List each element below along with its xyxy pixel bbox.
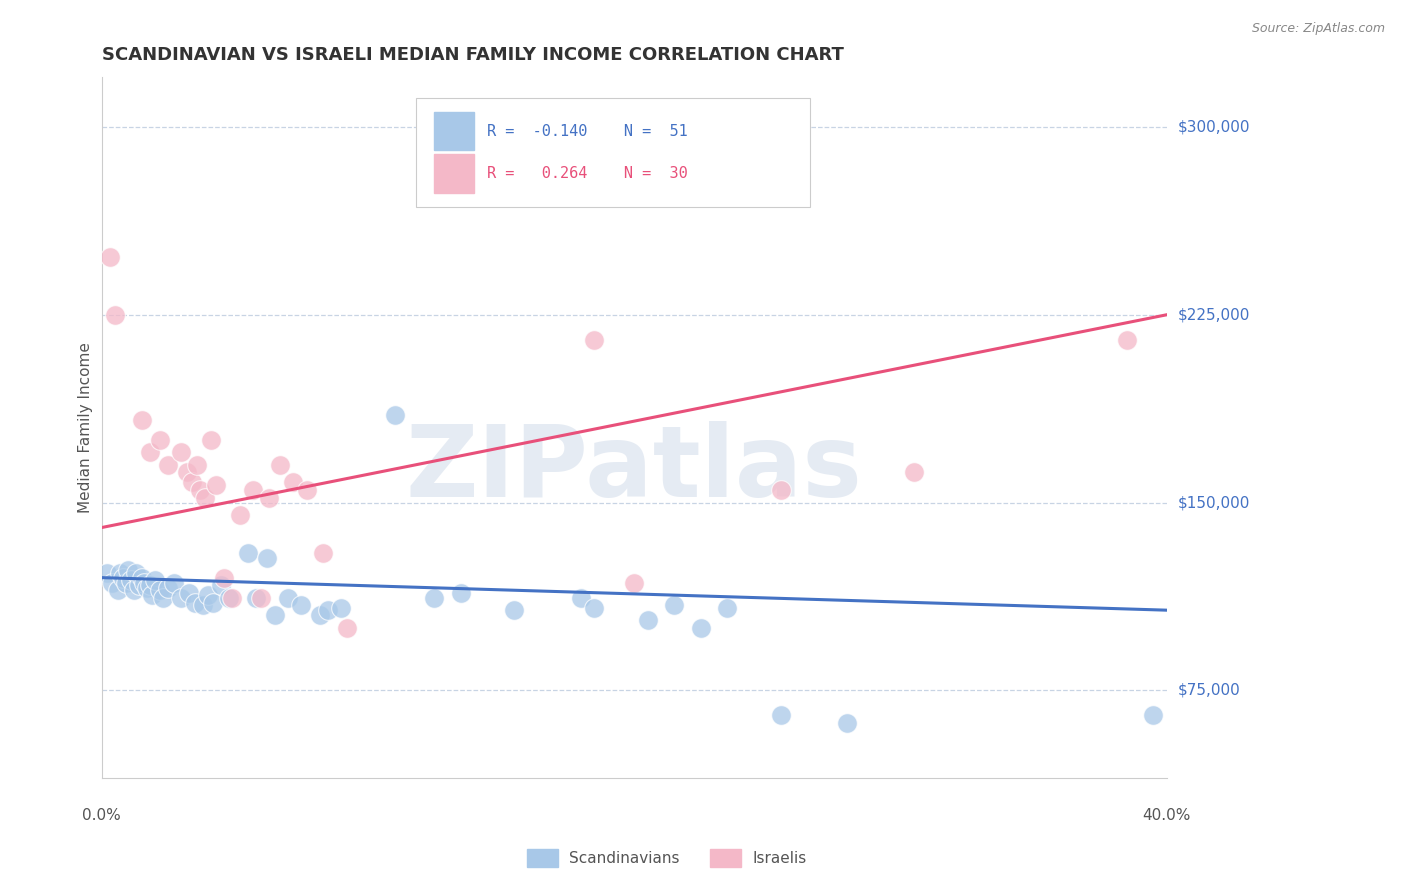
Point <box>157 458 180 472</box>
Point <box>157 581 180 595</box>
Point <box>259 491 281 505</box>
Point <box>311 545 333 559</box>
Point <box>120 573 142 587</box>
Point <box>188 483 211 497</box>
Point <box>290 598 312 612</box>
Point <box>212 571 235 585</box>
Point <box>101 575 124 590</box>
Point <box>138 578 160 592</box>
Point <box>186 458 208 472</box>
Point <box>131 413 153 427</box>
Text: 0.0%: 0.0% <box>82 808 121 823</box>
Point <box>184 596 207 610</box>
Point <box>209 578 232 592</box>
Point <box>152 591 174 605</box>
Point <box>114 575 136 590</box>
Point <box>583 333 606 347</box>
Point <box>336 621 359 635</box>
Point <box>269 458 291 472</box>
Text: 40.0%: 40.0% <box>1143 808 1191 823</box>
Text: $300,000: $300,000 <box>1178 120 1250 135</box>
Point <box>128 578 150 592</box>
Point <box>623 575 645 590</box>
Point <box>903 466 925 480</box>
Point <box>569 591 592 605</box>
Point <box>283 475 305 490</box>
Point <box>384 408 406 422</box>
Point <box>205 478 228 492</box>
Text: Scandinavians: Scandinavians <box>569 851 681 865</box>
Point <box>637 613 659 627</box>
Point <box>111 571 134 585</box>
Point <box>662 598 685 612</box>
Point <box>218 591 240 605</box>
Point <box>250 591 273 605</box>
Point <box>162 575 184 590</box>
Point <box>277 591 299 605</box>
Text: SCANDINAVIAN VS ISRAELI MEDIAN FAMILY INCOME CORRELATION CHART: SCANDINAVIAN VS ISRAELI MEDIAN FAMILY IN… <box>101 46 844 64</box>
Point <box>149 583 172 598</box>
Point <box>96 566 118 580</box>
Point <box>229 508 252 522</box>
Point <box>716 600 738 615</box>
Point <box>98 250 121 264</box>
Point <box>583 600 606 615</box>
Point <box>450 585 472 599</box>
Text: ZIPatlas: ZIPatlas <box>406 421 863 518</box>
Point <box>170 445 193 459</box>
Point <box>125 566 148 580</box>
Point <box>309 608 332 623</box>
Text: R =  -0.140    N =  51: R = -0.140 N = 51 <box>488 124 688 139</box>
Point <box>837 715 859 730</box>
Point <box>117 563 139 577</box>
Text: Israelis: Israelis <box>752 851 807 865</box>
Point <box>122 583 145 598</box>
Point <box>423 591 446 605</box>
Point <box>263 608 285 623</box>
Point <box>221 591 243 605</box>
Point <box>134 575 156 590</box>
Y-axis label: Median Family Income: Median Family Income <box>79 342 93 513</box>
Point <box>245 591 267 605</box>
Text: Source: ZipAtlas.com: Source: ZipAtlas.com <box>1251 22 1385 36</box>
Point <box>769 483 792 497</box>
Point <box>179 585 201 599</box>
Text: R =   0.264    N =  30: R = 0.264 N = 30 <box>488 166 688 181</box>
Point <box>256 550 278 565</box>
Point <box>236 545 259 559</box>
Point <box>194 491 217 505</box>
Text: $150,000: $150,000 <box>1178 495 1250 510</box>
Point <box>138 445 160 459</box>
Point <box>181 475 204 490</box>
Point <box>202 596 225 610</box>
Point <box>191 598 214 612</box>
Point <box>104 308 127 322</box>
Point <box>242 483 264 497</box>
Point <box>131 571 153 585</box>
Point <box>330 600 353 615</box>
Point <box>107 583 129 598</box>
Point <box>197 588 219 602</box>
Point <box>316 603 339 617</box>
Point <box>1115 333 1137 347</box>
Point <box>689 621 711 635</box>
Point <box>1142 708 1164 723</box>
Point <box>143 573 166 587</box>
Point <box>176 466 198 480</box>
Point <box>200 433 222 447</box>
FancyBboxPatch shape <box>416 98 810 207</box>
Bar <box>434 154 474 193</box>
Point <box>503 603 526 617</box>
Point <box>295 483 318 497</box>
Bar <box>434 112 474 151</box>
Point <box>141 588 163 602</box>
Text: $225,000: $225,000 <box>1178 307 1250 322</box>
Point <box>110 566 132 580</box>
Point <box>769 708 792 723</box>
Point <box>149 433 172 447</box>
Point <box>170 591 193 605</box>
Point <box>135 581 157 595</box>
Text: $75,000: $75,000 <box>1178 682 1240 698</box>
